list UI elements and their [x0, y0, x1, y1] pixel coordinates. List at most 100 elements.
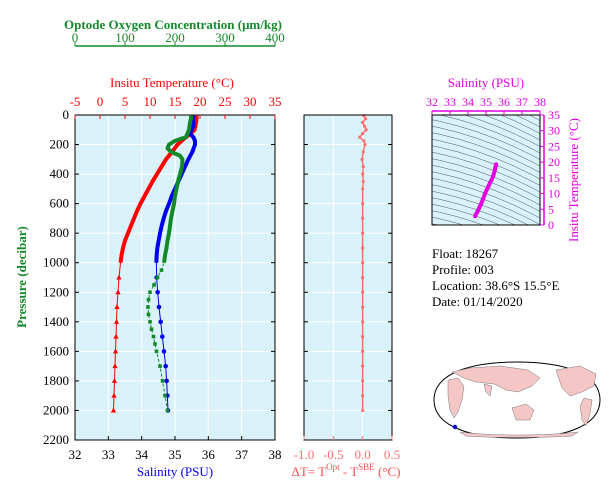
delta-t-series [358, 114, 368, 413]
delta-t-data-point [361, 305, 365, 309]
ts-salinity-tick-label: 36 [498, 95, 510, 109]
delta-t-tick-label: -0.5 [323, 447, 344, 462]
pressure-tick-label: 1400 [43, 314, 69, 329]
ts-temperature-tick-label: 5 [548, 202, 554, 216]
ts-temperature-tick-label: 10 [548, 187, 560, 201]
ts-temperature-tick-label: 25 [548, 139, 560, 153]
pressure-tick-label: 800 [50, 225, 70, 240]
delta-t-data-point [361, 131, 365, 136]
ts-temperature-tick-label: 15 [548, 171, 560, 185]
salinity-tick-label: 38 [269, 447, 282, 462]
density-contour-line [432, 210, 484, 225]
density-contour-line [432, 164, 540, 206]
map-south-asia [483, 383, 493, 397]
salinity-data-point [155, 289, 160, 295]
salinity-data-point [156, 304, 162, 310]
pressure-tick-label: 400 [50, 166, 70, 181]
delta-t-data-point [362, 124, 367, 128]
oxygen-tick-label: 0 [72, 30, 79, 45]
density-contour-line [432, 158, 540, 199]
density-contour-line [432, 177, 540, 219]
density-contour-line [432, 151, 540, 193]
temperature-tick-label: 20 [194, 94, 207, 109]
map-south-america [579, 397, 593, 427]
oxygen-data-point [148, 320, 152, 324]
delta-t-data-point [361, 202, 365, 206]
delta-t-data-point [364, 128, 368, 132]
map-africa [447, 377, 465, 419]
pressure-tick-label: 0 [63, 107, 70, 122]
pressure-axis-title: Pressure (decibar) [14, 226, 29, 328]
temperature-tick-label: 15 [169, 94, 182, 109]
delta-t-data-point [363, 142, 367, 147]
delta-t-data-point [361, 394, 365, 398]
temperature-data-point [112, 363, 118, 369]
delta-t-plot-frame [303, 114, 393, 441]
salinity-tick-label: 35 [169, 447, 182, 462]
delta-t-data-point [361, 334, 365, 339]
ts-temperature-tick-label: 35 [548, 108, 560, 122]
ts-data-point [491, 172, 496, 177]
delta-t-label-sup-opt: Opt [326, 462, 340, 472]
salinity-data-point [158, 319, 163, 325]
temperature-tick-label: 0 [97, 94, 104, 109]
delta-t-data-point [361, 165, 365, 169]
ts-data-point [479, 201, 484, 205]
pressure-tick-label: 1600 [43, 343, 69, 358]
date-line: Date: 01/14/2020 [432, 294, 523, 309]
salinity-tick-label: 32 [69, 447, 82, 462]
delta-t-tick-label: 0.0 [355, 447, 371, 462]
oxygen-axis-title: Optode Oxygen Concentration (μm/kg) [64, 17, 282, 32]
location-line: Location: 38.6°S 15.5°E [432, 278, 559, 293]
temperature-tick-label: 30 [244, 94, 257, 109]
oxygen-data-point [163, 393, 167, 398]
density-contour-line [432, 125, 540, 167]
oxygen-data-point [152, 283, 156, 287]
ts-data-point [474, 212, 478, 216]
pressure-tick-label: 1800 [43, 373, 69, 388]
delta-t-data-point [361, 179, 365, 184]
delta-t-data-point [361, 290, 365, 294]
salinity-data-point [163, 363, 168, 369]
pressure-tick-label: 200 [50, 137, 70, 152]
map-landmasses [447, 365, 597, 438]
delta-t-label-mid: - T [340, 464, 359, 479]
delta-t-tick-label: -1.0 [294, 447, 315, 462]
world-location-map [433, 361, 601, 439]
delta-t-data-point [361, 150, 365, 154]
oxygen-data-point [149, 327, 154, 332]
temperature-tick-label: 5 [122, 94, 129, 109]
temperature-tick-label: 35 [269, 94, 282, 109]
ts-data-point [485, 187, 489, 192]
oxygen-data-point [155, 275, 160, 280]
delta-t-data-point [358, 135, 362, 139]
delta-t-label-part: ΔT= T [292, 464, 327, 479]
salinity-data-point [161, 349, 167, 354]
salinity-data-point [164, 378, 169, 384]
pressure-tick-label: 600 [50, 196, 70, 211]
map-antarctica [459, 431, 579, 438]
ts-data-point [492, 169, 497, 173]
ts-data-point [481, 196, 486, 201]
delta-t-axis-title: ΔT= TOpt - TSBE (°C) [292, 462, 401, 479]
delta-t-data-point [361, 231, 365, 235]
delta-t-label-unit: (°C) [375, 464, 401, 479]
ts-salinity-axis-title: Salinity (PSU) [448, 75, 524, 90]
oxygen-tick-label: 200 [165, 30, 185, 45]
delta-t-tick-label: 0.5 [384, 447, 400, 462]
delta-t-data-point [361, 120, 365, 124]
oxygen-data-point [146, 297, 151, 302]
temperature-data-point [112, 348, 119, 354]
delta-t-panel: -1.0 -0.5 0.0 0.5 ΔT= TOpt - TSBE (°C) [292, 114, 401, 479]
ts-temperature-axis-title: Insitu Temperature (°C) [566, 118, 581, 242]
delta-t-data-point [361, 216, 365, 221]
oxygen-data-point [165, 408, 170, 413]
temperature-tick-label: 25 [219, 94, 232, 109]
oxygen-data-point [159, 268, 164, 272]
temperature-data-point [111, 392, 117, 398]
ts-temperature-tick-label: 30 [548, 124, 560, 138]
density-contour-line [432, 132, 540, 173]
